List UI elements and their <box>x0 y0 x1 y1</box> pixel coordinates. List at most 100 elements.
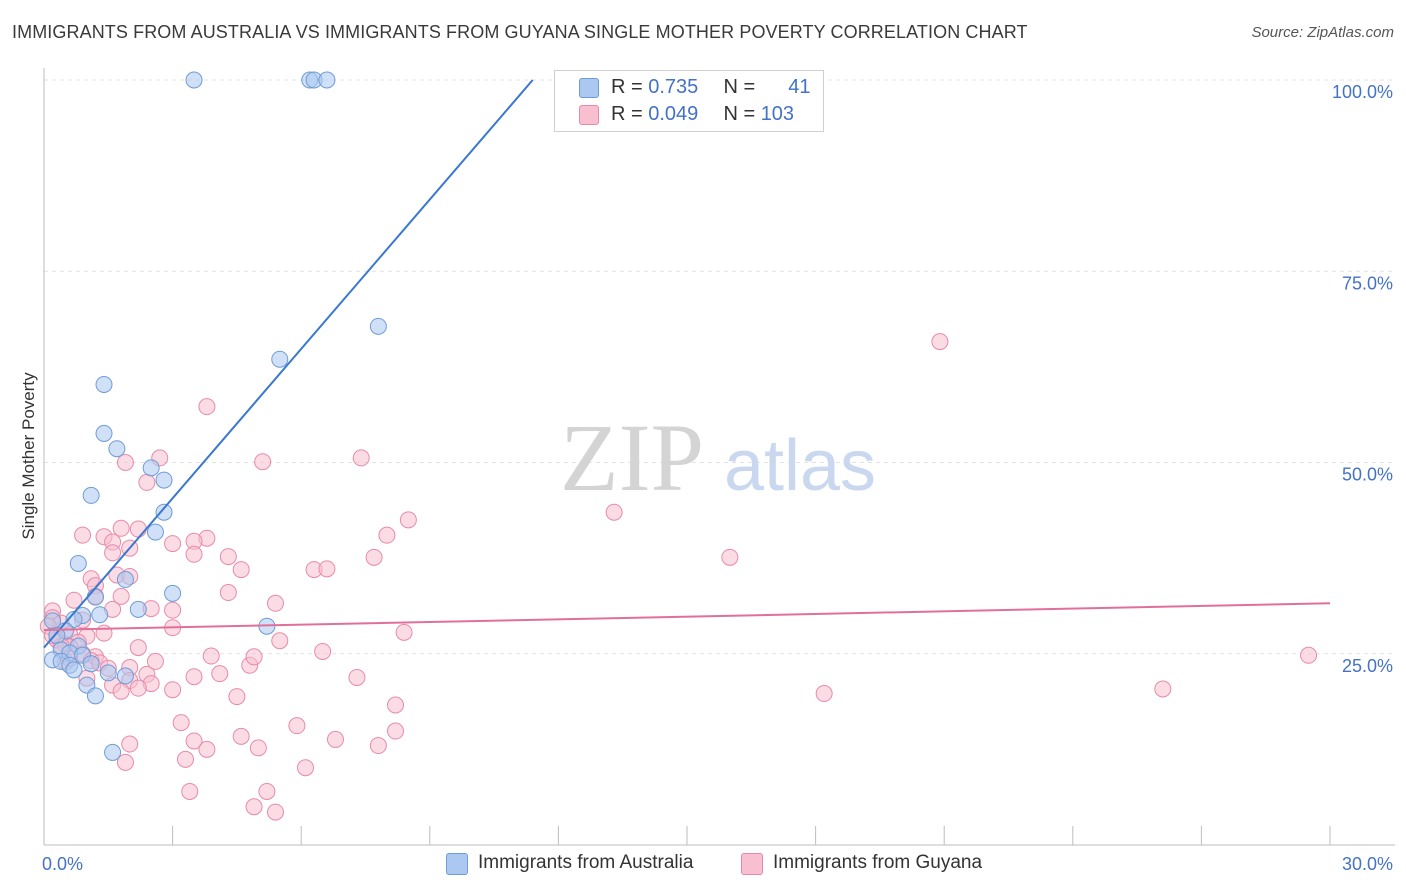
guyana-point <box>931 333 949 351</box>
guyana-point <box>116 454 134 471</box>
australia-point <box>95 424 113 442</box>
guyana-point <box>605 503 623 521</box>
guyana-point <box>138 473 156 491</box>
guyana-point <box>65 591 83 609</box>
guyana-trend-line <box>43 602 1331 632</box>
guyana-point <box>815 685 833 703</box>
y-tick-label: 100.0% <box>1332 82 1393 102</box>
australia-point <box>271 350 289 368</box>
guyana-point <box>129 639 147 657</box>
y-tick-label: 25.0% <box>1342 656 1393 676</box>
guyana-point <box>296 759 314 777</box>
trend-lines <box>43 79 1331 649</box>
guyana-point <box>245 648 263 666</box>
guyana-legend-swatch <box>741 853 763 875</box>
legend-r-label: R = <box>611 103 643 125</box>
australia-point <box>86 588 104 606</box>
watermark-zip: ZIP <box>560 404 704 511</box>
guyana-point <box>326 730 344 748</box>
australia-point <box>86 687 104 705</box>
guyana-point <box>387 696 405 714</box>
australia-point <box>142 459 160 477</box>
australia-swatch <box>579 78 599 98</box>
legend-r-value: 0.049 <box>648 103 699 125</box>
guyana-point <box>198 740 216 758</box>
australia-point <box>155 503 173 521</box>
y-tick-label: 50.0% <box>1342 465 1393 485</box>
guyana-point <box>176 750 194 768</box>
legend-n-label: N = <box>723 103 756 125</box>
guyana-point <box>112 682 130 700</box>
guyana-point <box>245 798 263 816</box>
guyana-point <box>185 668 203 686</box>
tick-labels: 25.0% 50.0% 75.0% 100.0% 0.0% 30.0% <box>42 82 1393 874</box>
guyana-point <box>164 601 182 619</box>
australia-point <box>95 375 113 393</box>
guyana-point <box>266 594 284 612</box>
legend-n-label: N = <box>723 76 756 98</box>
guyana-point <box>198 398 216 416</box>
y-axis-label: Single Mother Poverty <box>19 372 38 540</box>
guyana-point <box>258 782 276 800</box>
guyana-point <box>254 453 272 471</box>
australia-point <box>99 664 117 682</box>
guyana-point <box>232 561 250 579</box>
guyana-point <box>387 722 405 740</box>
guyana-point <box>104 544 122 562</box>
guyana-point <box>399 511 417 529</box>
guyana-point <box>318 560 336 578</box>
legend-r-value: 0.735 <box>648 76 699 98</box>
australia-point <box>146 523 164 541</box>
guyana-point <box>185 545 203 563</box>
x-tick-label: 30.0% <box>1342 854 1393 874</box>
guyana-point <box>116 753 134 771</box>
australia-point <box>91 606 109 624</box>
guyana-point <box>185 732 203 750</box>
guyana-point <box>348 668 366 686</box>
guyana-point <box>129 520 147 538</box>
legend-n-value: 103 <box>760 103 795 125</box>
australia-point <box>104 743 122 761</box>
guyana-point <box>112 519 130 537</box>
series-australia-points <box>44 71 632 761</box>
guyana-point <box>1154 680 1172 698</box>
guyana-point <box>721 548 739 566</box>
guyana-point <box>181 782 199 800</box>
guyana-point <box>129 679 147 697</box>
australia-point <box>108 440 126 458</box>
australia-point <box>185 71 203 89</box>
guyana-point <box>271 632 289 650</box>
guyana-point <box>172 714 190 732</box>
guyana-point <box>202 647 220 665</box>
guyana-point <box>121 735 139 753</box>
guyana-point <box>369 737 387 755</box>
guyana-point <box>352 449 370 467</box>
guyana-point <box>288 717 306 735</box>
australia-trend-line <box>43 79 534 649</box>
watermark: ZIP atlas <box>560 404 876 511</box>
australia-point <box>129 600 147 618</box>
australia-point <box>164 584 182 602</box>
guyana-point <box>164 535 182 553</box>
stats-legend: R = 0.735 N = 41 R = 0.049 N = 103 <box>554 70 824 132</box>
guyana-point <box>146 652 164 670</box>
australia-point <box>318 71 336 89</box>
australia-point <box>82 486 100 504</box>
guyana-point <box>211 665 229 683</box>
guyana-point <box>112 587 130 605</box>
legend-r-label: R = <box>611 76 643 98</box>
guyana-point <box>219 584 237 602</box>
guyana-point <box>95 624 113 642</box>
guyana-point <box>395 623 413 641</box>
guyana-point <box>164 681 182 699</box>
australia-legend-swatch <box>446 853 468 875</box>
guyana-point <box>249 739 267 757</box>
guyana-point <box>1300 646 1318 664</box>
guyana-point <box>378 526 396 544</box>
guyana-point <box>228 688 246 706</box>
guyana-point <box>74 526 92 544</box>
guyana-point <box>219 548 237 566</box>
australia-point <box>369 317 387 335</box>
x-tick-label: 0.0% <box>42 854 83 874</box>
